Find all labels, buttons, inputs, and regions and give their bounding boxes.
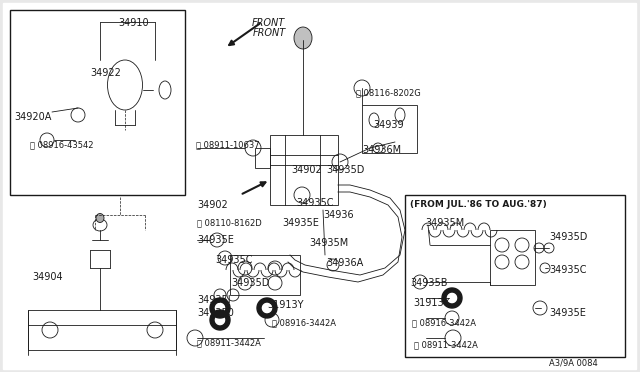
Text: FRONT: FRONT — [253, 28, 286, 38]
Text: 34935B: 34935B — [410, 278, 447, 288]
Text: 34922: 34922 — [90, 68, 121, 78]
Text: 34904: 34904 — [32, 272, 63, 282]
Text: 31913Y: 31913Y — [267, 300, 303, 310]
Text: 34902: 34902 — [291, 165, 322, 175]
Text: 34902: 34902 — [197, 200, 228, 210]
Bar — [270, 135, 338, 205]
Text: (FROM JUL.'86 TO AUG.'87): (FROM JUL.'86 TO AUG.'87) — [410, 200, 547, 209]
Text: Ⓑ 08116-8202G: Ⓑ 08116-8202G — [356, 88, 420, 97]
Text: ⓝ 08911-3442A: ⓝ 08911-3442A — [197, 338, 261, 347]
Text: 34935C: 34935C — [549, 265, 586, 275]
Text: 34920A: 34920A — [14, 112, 51, 122]
Text: 34935D: 34935D — [326, 165, 364, 175]
Bar — [28, 310, 176, 350]
Text: Ⓑ 08110-8162D: Ⓑ 08110-8162D — [197, 218, 262, 227]
Text: 34935C: 34935C — [296, 198, 333, 208]
Text: 34936M: 34936M — [362, 145, 401, 155]
Text: ⓗ 08916-3442A: ⓗ 08916-3442A — [272, 318, 336, 327]
Bar — [230, 255, 300, 295]
Text: 34935M: 34935M — [309, 238, 348, 248]
Text: ⓖ 08916-3442A: ⓖ 08916-3442A — [412, 318, 476, 327]
Ellipse shape — [96, 214, 104, 222]
Text: 34935E: 34935E — [197, 235, 234, 245]
Text: 34935E: 34935E — [282, 218, 319, 228]
Bar — [405, 195, 625, 357]
Text: 34935C: 34935C — [215, 255, 253, 265]
Bar — [255, 148, 270, 168]
Text: ⓝ 08911-3442A: ⓝ 08911-3442A — [414, 340, 478, 349]
Text: 34910: 34910 — [118, 18, 148, 28]
Text: 34935E: 34935E — [549, 308, 586, 318]
Text: A3/9A 0084: A3/9A 0084 — [549, 358, 598, 367]
Text: ⓝ 08911-10637: ⓝ 08911-10637 — [196, 140, 260, 149]
Text: 34935D: 34935D — [549, 232, 588, 242]
Text: 34939: 34939 — [373, 120, 404, 130]
Text: 34935D: 34935D — [231, 278, 269, 288]
Text: ⓖ 08916-43542: ⓖ 08916-43542 — [30, 140, 93, 149]
Bar — [10, 10, 185, 195]
Text: 34936: 34936 — [323, 210, 354, 220]
Text: FRONT: FRONT — [252, 18, 285, 28]
Text: 349350: 349350 — [197, 308, 234, 318]
Text: 34935I: 34935I — [197, 295, 230, 305]
Text: 34936A: 34936A — [326, 258, 364, 268]
Ellipse shape — [294, 27, 312, 49]
Text: 34935M: 34935M — [425, 218, 464, 228]
Bar — [362, 105, 417, 153]
Bar — [490, 230, 535, 285]
Text: 31913Y: 31913Y — [413, 298, 449, 308]
